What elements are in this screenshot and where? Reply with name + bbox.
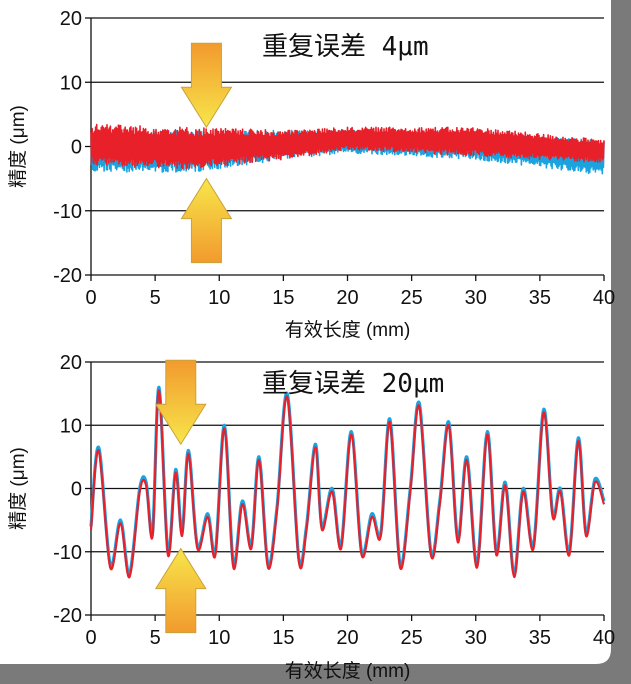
- x-tick-label: 40: [593, 287, 615, 309]
- x-tick-label: 35: [529, 627, 551, 649]
- x-tick-label: 5: [150, 287, 161, 309]
- y-tick-label: 10: [60, 415, 82, 437]
- x-axis-title: 有效长度 (mm): [285, 660, 411, 682]
- arrow-down: [180, 42, 233, 129]
- x-tick-label: 10: [208, 627, 230, 649]
- x-tick-label: 30: [465, 627, 487, 649]
- y-tick-label: -20: [53, 605, 82, 627]
- y-axis-title: 精度 (μm): [7, 447, 29, 530]
- x-axis-title: 有效长度 (mm): [285, 319, 411, 341]
- x-tick-label: 25: [401, 627, 423, 649]
- y-tick-label: 20: [60, 8, 82, 30]
- arrow-up: [154, 547, 207, 634]
- x-tick-label: 15: [272, 287, 294, 309]
- y-axis-title: 精度 (μm): [7, 105, 29, 188]
- x-tick-label: 20: [336, 627, 358, 649]
- x-tick-label: 40: [593, 627, 615, 649]
- y-tick-label: -10: [53, 201, 82, 223]
- y-tick-label: 20: [60, 352, 82, 374]
- x-tick-label: 5: [150, 627, 161, 649]
- y-tick-label: 0: [71, 137, 82, 159]
- series-line-1: [89, 389, 606, 579]
- x-tick-label: 15: [272, 627, 294, 649]
- x-tick-label: 35: [529, 287, 551, 309]
- series-line-1: [90, 123, 605, 170]
- x-tick-label: 20: [336, 287, 358, 309]
- arrow-up: [180, 177, 233, 264]
- repeat-error-annotation: 重复误差 4μm: [262, 32, 429, 62]
- y-tick-label: 0: [71, 479, 82, 501]
- x-tick-label: 0: [85, 627, 96, 649]
- arrow-down: [154, 359, 207, 446]
- x-tick-label: 10: [208, 287, 230, 309]
- y-tick-label: -10: [53, 542, 82, 564]
- chart-top: 0 5 10 15 20 25 30 35 40 20 10 0 -10 -20 有效长度 (mm) 精度 (…: [7, 8, 615, 341]
- repeat-error-annotation: 重复误差 20μm: [262, 369, 444, 399]
- x-tick-label: 0: [85, 287, 96, 309]
- chart-bottom: 0 5 10 15 20 25 30 35 40 20 10 0 -10 -20 有效长度 (mm) 精度 (…: [7, 352, 615, 682]
- y-tick-label: 10: [60, 72, 82, 94]
- x-tick-label: 25: [401, 287, 423, 309]
- y-tick-label: -20: [53, 265, 82, 287]
- x-tick-label: 30: [465, 287, 487, 309]
